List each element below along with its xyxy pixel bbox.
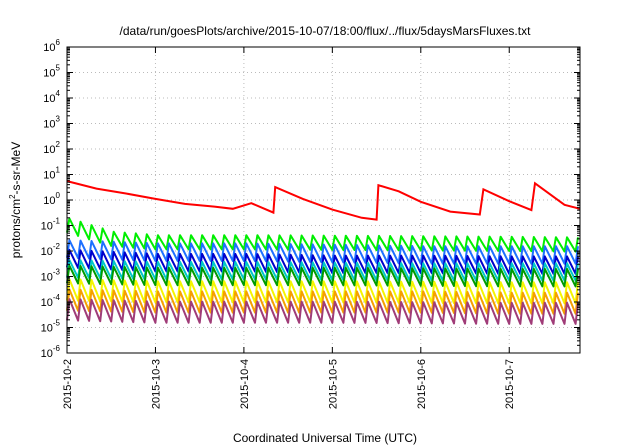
- y-tick-label-base: 10: [43, 170, 55, 182]
- y-tick-label-exp: -3: [53, 268, 61, 277]
- series-line: [66, 264, 579, 288]
- series-line: [66, 298, 579, 325]
- y-axis-label: protons/cm2-s-sr-MeV: [8, 142, 23, 258]
- x-tick-labels: 2015-10-2 2015-10-3 2015-10-4 2015-10-5 2015…: [62, 359, 516, 409]
- y-tick-label-base: 10: [43, 68, 55, 80]
- series-line: [66, 217, 579, 253]
- y-tick-label-base: 10: [41, 348, 53, 360]
- y-tick-label-base: 10: [43, 195, 55, 207]
- y-tick-labels: 10-610-510-410-310-210-11001011021031041…: [41, 38, 61, 360]
- x-tick-label: 2015-10-7: [504, 359, 516, 409]
- y-tick-label: 104: [43, 89, 60, 105]
- x-tick-label: 2015-10-2: [62, 359, 74, 409]
- x-tick-label: 2015-10-3: [150, 359, 162, 409]
- y-tick-label: 10-1: [41, 217, 61, 233]
- y-tick-label-base: 10: [41, 221, 53, 233]
- y-tick-label-exp: 3: [56, 115, 61, 124]
- series-layer: [66, 180, 581, 325]
- y-tick-label-exp: -2: [53, 242, 61, 251]
- x-tick-label: 2015-10-6: [416, 359, 428, 409]
- x-tick-label: 2015-10-4: [239, 359, 251, 409]
- y-tick-label: 10-6: [41, 344, 61, 360]
- y-axis-label-main: protons/cm: [9, 199, 23, 258]
- y-tick-label-base: 10: [43, 93, 55, 105]
- series-line: [66, 239, 579, 265]
- y-tick-label-base: 10: [41, 272, 53, 284]
- y-tick-label-exp: 4: [56, 89, 61, 98]
- x-tick-label: 2015-10-5: [327, 359, 339, 409]
- y-tick-label: 102: [43, 140, 60, 156]
- y-tick-label: 103: [43, 115, 60, 131]
- y-tick-label-exp: -5: [53, 319, 61, 328]
- ticks: [66, 46, 580, 354]
- y-tick-label: 101: [43, 166, 60, 182]
- chart-title: /data/run/goesPlots/archive/2015-10-07/1…: [120, 24, 532, 38]
- y-tick-label: 10-4: [41, 293, 61, 309]
- series-line: [66, 180, 581, 221]
- y-tick-label-exp: 5: [56, 64, 61, 73]
- y-tick-label-base: 10: [43, 42, 55, 54]
- x-axis-label: Coordinated Universal Time (UTC): [233, 431, 417, 445]
- series-line: [66, 288, 579, 315]
- y-tick-label-base: 10: [41, 297, 53, 309]
- y-axis-label-rest: -s-sr-MeV: [9, 142, 23, 195]
- y-tick-label-base: 10: [43, 144, 55, 156]
- y-tick-label-exp: -6: [53, 344, 61, 353]
- y-tick-label-exp: 2: [56, 140, 61, 149]
- y-tick-label-exp: -4: [53, 293, 61, 302]
- y-tick-label-exp: 1: [56, 166, 61, 175]
- y-tick-label-exp: 0: [56, 191, 61, 200]
- y-tick-label-exp: 6: [56, 38, 61, 47]
- y-tick-label: 10-5: [41, 319, 61, 335]
- y-tick-label: 100: [43, 191, 60, 207]
- y-tick-label-base: 10: [41, 246, 53, 258]
- y-tick-label: 10-2: [41, 242, 61, 258]
- series-line: [66, 278, 579, 305]
- y-tick-label: 10-3: [41, 268, 61, 284]
- y-tick-label-base: 10: [43, 119, 55, 131]
- y-tick-label: 106: [43, 38, 60, 54]
- y-axis-label-sup: 2: [8, 194, 17, 199]
- y-tick-label: 105: [43, 64, 60, 80]
- y-tick-label-exp: -1: [53, 217, 61, 226]
- y-tick-label-base: 10: [41, 323, 53, 335]
